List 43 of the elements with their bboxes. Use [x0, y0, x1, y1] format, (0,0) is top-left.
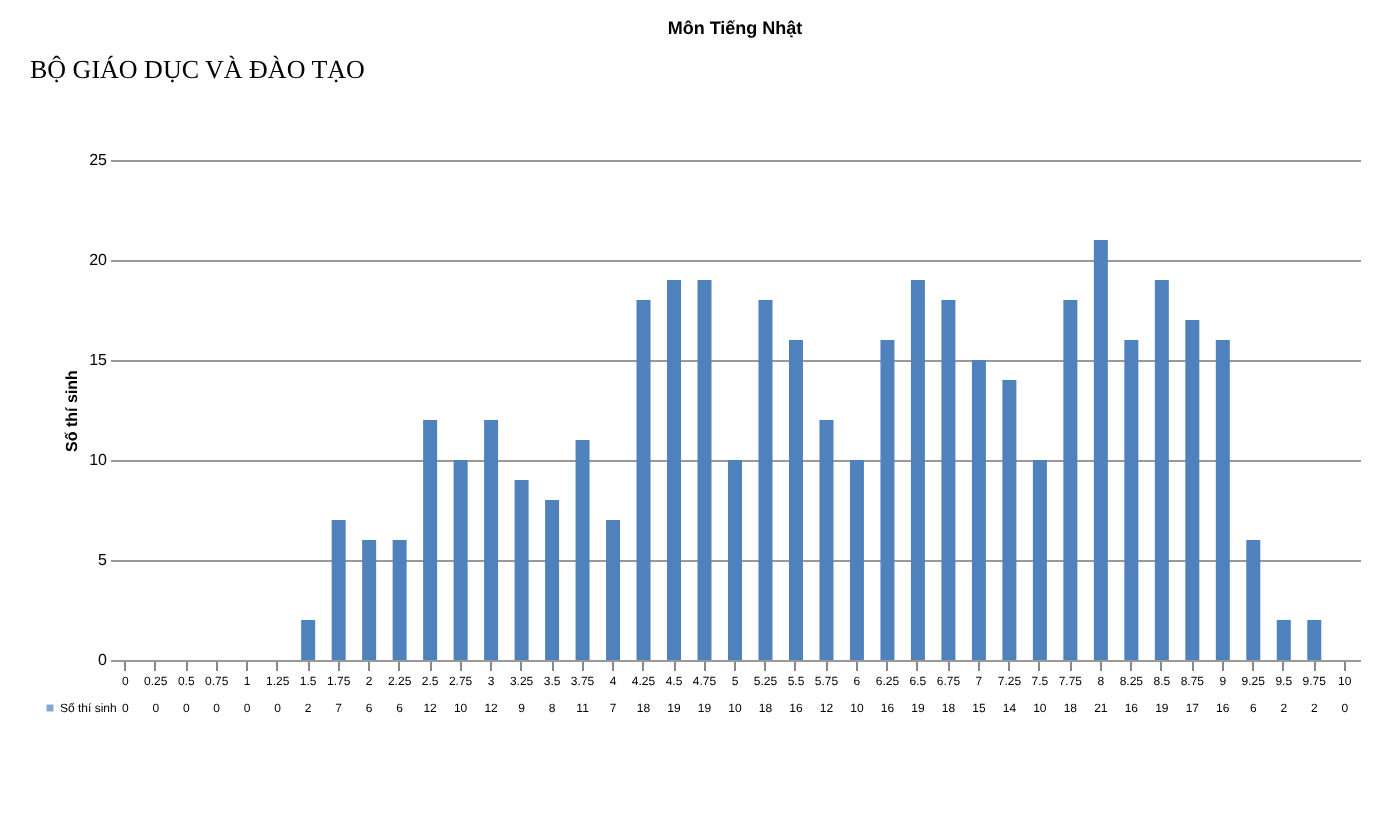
- bar: [636, 300, 651, 660]
- bar: [453, 460, 468, 660]
- bar: [423, 420, 438, 660]
- bar: [1246, 540, 1261, 660]
- bar: [331, 520, 346, 660]
- bar: [362, 540, 377, 660]
- bar: [545, 500, 560, 660]
- bar: [1215, 340, 1230, 660]
- bar: [941, 300, 956, 660]
- y-tick-label: 20: [89, 251, 109, 269]
- bar: [1276, 620, 1291, 660]
- bar: [1032, 460, 1047, 660]
- bar: [392, 540, 407, 660]
- chart-title: Môn Tiếng Nhật: [667, 18, 803, 38]
- bar: [971, 360, 986, 660]
- y-axis-title: Số thí sinh: [63, 369, 82, 452]
- bar: [1185, 320, 1200, 660]
- bar: [788, 340, 803, 660]
- y-tick-label: 5: [98, 551, 109, 569]
- bar: [514, 480, 529, 660]
- bar: [1124, 340, 1139, 660]
- bar: [697, 280, 712, 660]
- bar: [667, 280, 682, 660]
- bar: [880, 340, 895, 660]
- bar: [1307, 620, 1322, 660]
- y-tick-label: 15: [89, 351, 109, 369]
- y-tick-label: 0: [98, 651, 109, 669]
- bar: [301, 620, 316, 660]
- bar: [1063, 300, 1078, 660]
- text: BỘ GIÁO DỤC VÀ ĐÀO TẠO: [30, 54, 365, 84]
- bar: [606, 520, 621, 660]
- bar: [1154, 280, 1169, 660]
- bar: [728, 460, 742, 660]
- y-tick-label: 10: [89, 451, 109, 469]
- bar: [819, 420, 834, 660]
- bar: [910, 280, 925, 660]
- bar: [575, 440, 590, 660]
- bar: [1093, 240, 1108, 660]
- bar: [849, 460, 864, 660]
- y-tick-label: 25: [89, 151, 109, 169]
- bar: [1002, 380, 1017, 660]
- bar: [758, 300, 773, 660]
- bar: [484, 420, 499, 660]
